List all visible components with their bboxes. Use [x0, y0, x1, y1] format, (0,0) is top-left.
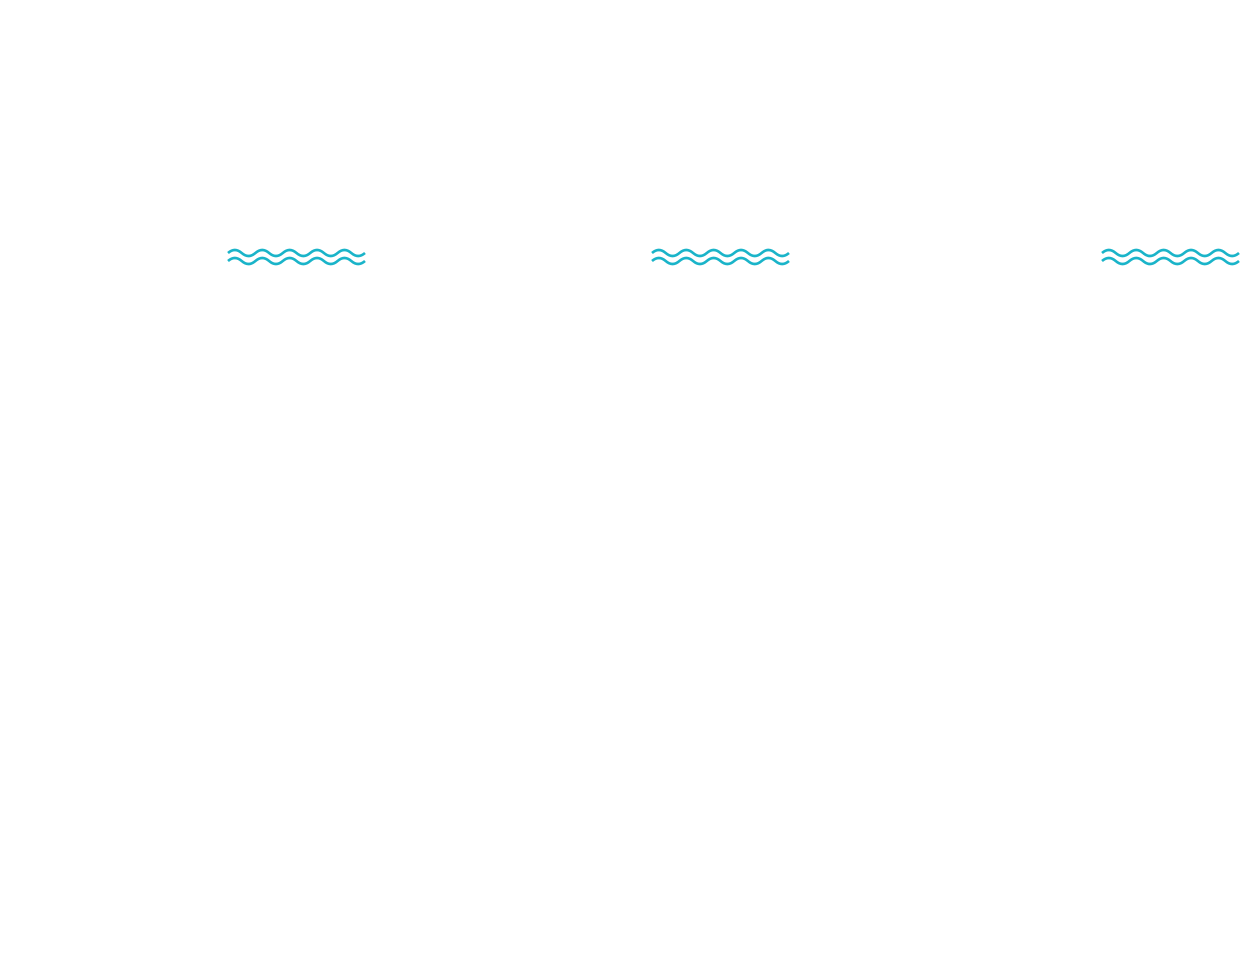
wave-divider — [1100, 248, 1241, 266]
wave-divider — [226, 248, 367, 266]
wave-divider — [650, 248, 791, 266]
